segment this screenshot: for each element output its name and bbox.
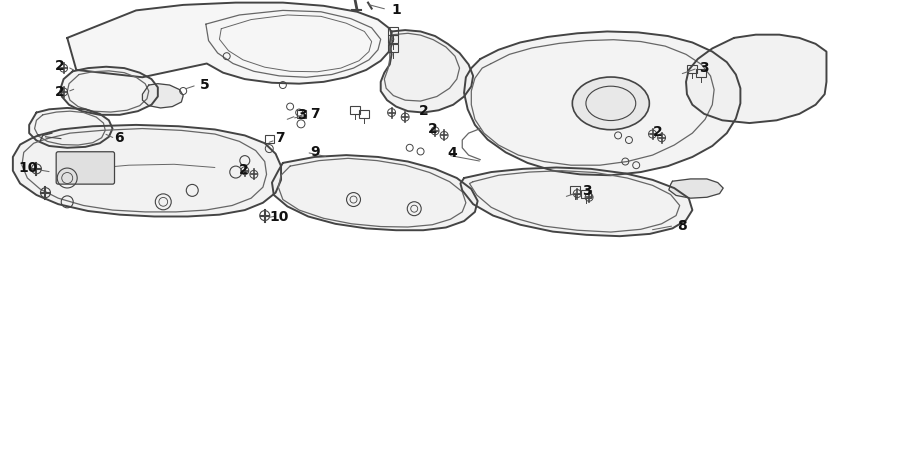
Text: 3: 3 [298,108,307,122]
Text: 2: 2 [428,121,438,135]
Text: 1: 1 [391,3,401,17]
Text: 7: 7 [310,106,319,120]
Bar [581,190,592,198]
Text: 3: 3 [700,61,709,74]
Bar [359,111,369,118]
Polygon shape [29,109,113,148]
Text: 6: 6 [115,130,124,145]
Bar [696,70,706,78]
Text: 7: 7 [276,130,285,145]
Polygon shape [460,168,693,237]
Polygon shape [669,179,723,199]
Polygon shape [686,36,826,124]
Polygon shape [67,4,393,84]
Text: 2: 2 [419,104,429,118]
Bar [389,45,399,53]
Text: 9: 9 [310,144,319,158]
Polygon shape [13,126,281,217]
Polygon shape [61,67,157,116]
Text: 2: 2 [55,59,65,73]
Polygon shape [464,33,741,176]
FancyBboxPatch shape [56,152,115,185]
Text: 5: 5 [199,78,209,91]
Text: 2: 2 [652,124,662,139]
Text: 8: 8 [677,218,687,232]
Bar [266,135,274,143]
Polygon shape [143,84,183,109]
Bar [570,187,580,195]
Text: 2: 2 [239,162,249,176]
Text: 10: 10 [269,210,288,224]
Bar [687,66,697,74]
Bar [350,107,360,115]
Polygon shape [272,156,478,231]
Text: 3: 3 [581,184,592,198]
Ellipse shape [572,78,650,130]
Bar [389,28,399,36]
Text: 2: 2 [55,85,65,99]
Text: 4: 4 [448,146,458,160]
Bar [297,111,306,118]
Polygon shape [380,31,473,113]
Bar [389,36,399,44]
Text: 10: 10 [18,161,37,175]
